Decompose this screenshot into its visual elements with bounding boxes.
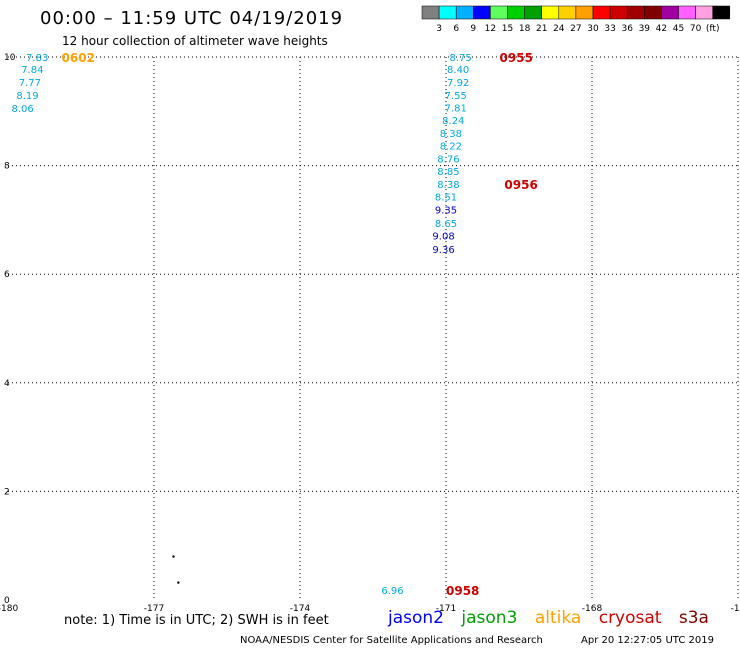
colorbar-label: 45	[673, 24, 684, 34]
color-scale-bar: 3 6 9 12 15 18 21 24 27 30 33 36 39 42 45 70 (ft)	[421, 5, 731, 34]
colorbar-label: 27	[570, 24, 581, 34]
colorbar-label: 70	[690, 24, 702, 34]
colorbar-label: 24	[553, 24, 565, 34]
legend-cryosat: cryosat	[598, 608, 662, 628]
legend-altika: altika	[534, 608, 582, 628]
swh-value-label: 9.36	[432, 245, 454, 256]
colorbar-label: 33	[604, 24, 615, 34]
swh-value-label: 7.55	[445, 91, 467, 102]
swh-value-label: 7.81	[445, 103, 467, 114]
swh-value-label: 8.38	[440, 129, 462, 140]
x-tick-label: -16	[731, 604, 740, 614]
swh-value-label: 7.84	[21, 65, 43, 76]
pass-time-label: 0955	[500, 51, 533, 65]
swh-value-label: 7.77	[19, 78, 41, 89]
track-dot	[172, 555, 175, 558]
colorbar-label: 6	[453, 24, 459, 34]
x-tick-label: -168	[582, 604, 603, 614]
y-tick-label: 6	[4, 270, 10, 280]
swh-value-label: 7.92	[447, 78, 469, 89]
page-title: 00:00 – 11:59 UTC 04/19/2019	[40, 8, 344, 29]
colorbar-label: 15	[502, 24, 513, 34]
colorbar-label: 30	[587, 24, 599, 34]
generated-timestamp: Apr 20 12:27:05 UTC 2019	[581, 635, 714, 646]
swh-value-label: 8.85	[437, 167, 459, 178]
track-dot	[177, 581, 180, 584]
colorbar-label: 21	[536, 24, 547, 34]
y-tick-label: 2	[4, 487, 10, 497]
swh-value-label: 8.24	[442, 116, 464, 127]
colorbar-label: 12	[485, 24, 496, 34]
swh-value-label: 8.65	[435, 219, 457, 230]
colorbar-label: 39	[639, 24, 651, 34]
colorbar-label: 42	[656, 24, 667, 34]
x-tick-label: -174	[290, 604, 311, 614]
swh-value-label: 8.22	[440, 142, 462, 153]
swh-value-label: 8.38	[437, 180, 459, 191]
units-note: note: 1) Time is in UTC; 2) SWH is in fe…	[64, 613, 329, 628]
colorbar-label: 9	[470, 24, 476, 34]
swh-value-label: 8.51	[435, 193, 457, 204]
x-tick-label: -171	[436, 604, 456, 614]
page-subtitle: 12 hour collection of altimeter wave hei…	[62, 34, 328, 48]
colorbar-label: 18	[519, 24, 531, 34]
colorbar-label: (ft)	[706, 24, 720, 34]
swh-value-label: 8.19	[16, 91, 38, 102]
swh-value-label: 6.96	[381, 586, 403, 597]
pass-time-label: 0602	[62, 51, 95, 65]
legend-jason3: jason3	[461, 608, 518, 628]
pass-time-label: 0958	[446, 584, 479, 598]
y-tick-label: 8	[4, 162, 10, 172]
swh-value-label: 8.76	[437, 155, 459, 166]
swh-value-label: 9.35	[435, 206, 457, 217]
satellite-legend: jason2 jason3 altika cryosat s3a	[388, 608, 721, 628]
colorbar-swatch	[712, 5, 731, 20]
y-tick-label: 0	[4, 596, 10, 606]
swh-value-label: 7.83	[26, 53, 48, 64]
swh-value-label: 9.08	[432, 232, 454, 243]
swh-value-label: 8.06	[11, 104, 33, 115]
y-tick-label: 10	[4, 53, 16, 63]
x-tick-label: -180	[0, 604, 18, 614]
swh-value-label: 8.40	[447, 65, 469, 76]
legend-jason2: jason2	[388, 608, 444, 628]
legend-s3a: s3a	[678, 608, 709, 628]
y-tick-label: 4	[4, 379, 10, 389]
x-tick-label: -177	[144, 604, 164, 614]
credit-line: NOAA/NESDIS Center for Satellite Applica…	[240, 635, 543, 646]
colorbar-label: 3	[436, 24, 442, 34]
swh-value-label: 8.75	[449, 53, 471, 64]
colorbar-label: 36	[621, 24, 633, 34]
pass-time-label: 0956	[504, 178, 537, 192]
